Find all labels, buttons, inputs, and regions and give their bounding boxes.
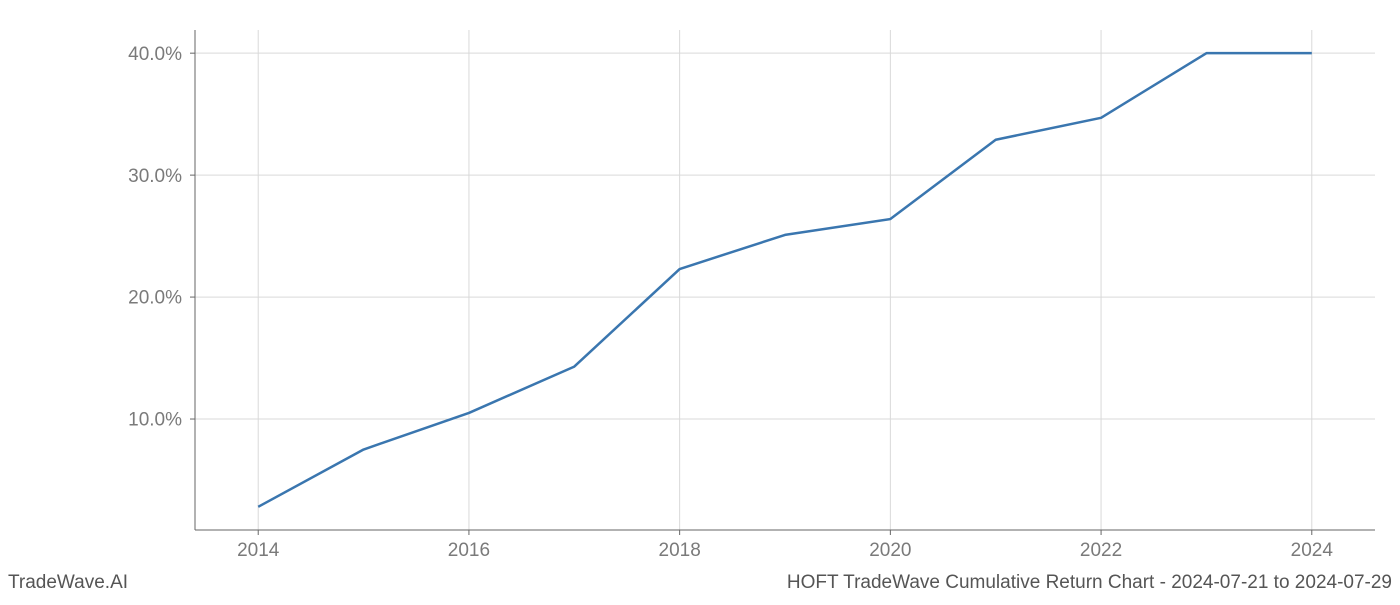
x-tick-label: 2016 xyxy=(448,540,490,561)
y-tick-label: 10.0% xyxy=(128,410,182,431)
y-tick-label: 40.0% xyxy=(128,44,182,65)
footer-caption: HOFT TradeWave Cumulative Return Chart -… xyxy=(787,572,1392,594)
chart-container: 2014 2016 2018 2020 2022 2024 10.0% 20.0% 30.0% 4… xyxy=(0,0,1400,600)
y-tick-label: 30.0% xyxy=(128,166,182,187)
x-tick-label: 2022 xyxy=(1080,540,1122,561)
x-tick-label: 2018 xyxy=(659,540,701,561)
x-tick-label: 2014 xyxy=(237,540,280,561)
x-tick-label: 2020 xyxy=(869,540,911,561)
line-chart: 2014 2016 2018 2020 2022 2024 10.0% 20.0% 30.0% 4… xyxy=(0,0,1400,600)
y-tick-label: 20.0% xyxy=(128,288,182,309)
x-tick-label: 2024 xyxy=(1291,540,1334,561)
footer-brand: TradeWave.AI xyxy=(8,572,128,594)
data-line xyxy=(258,53,1312,507)
